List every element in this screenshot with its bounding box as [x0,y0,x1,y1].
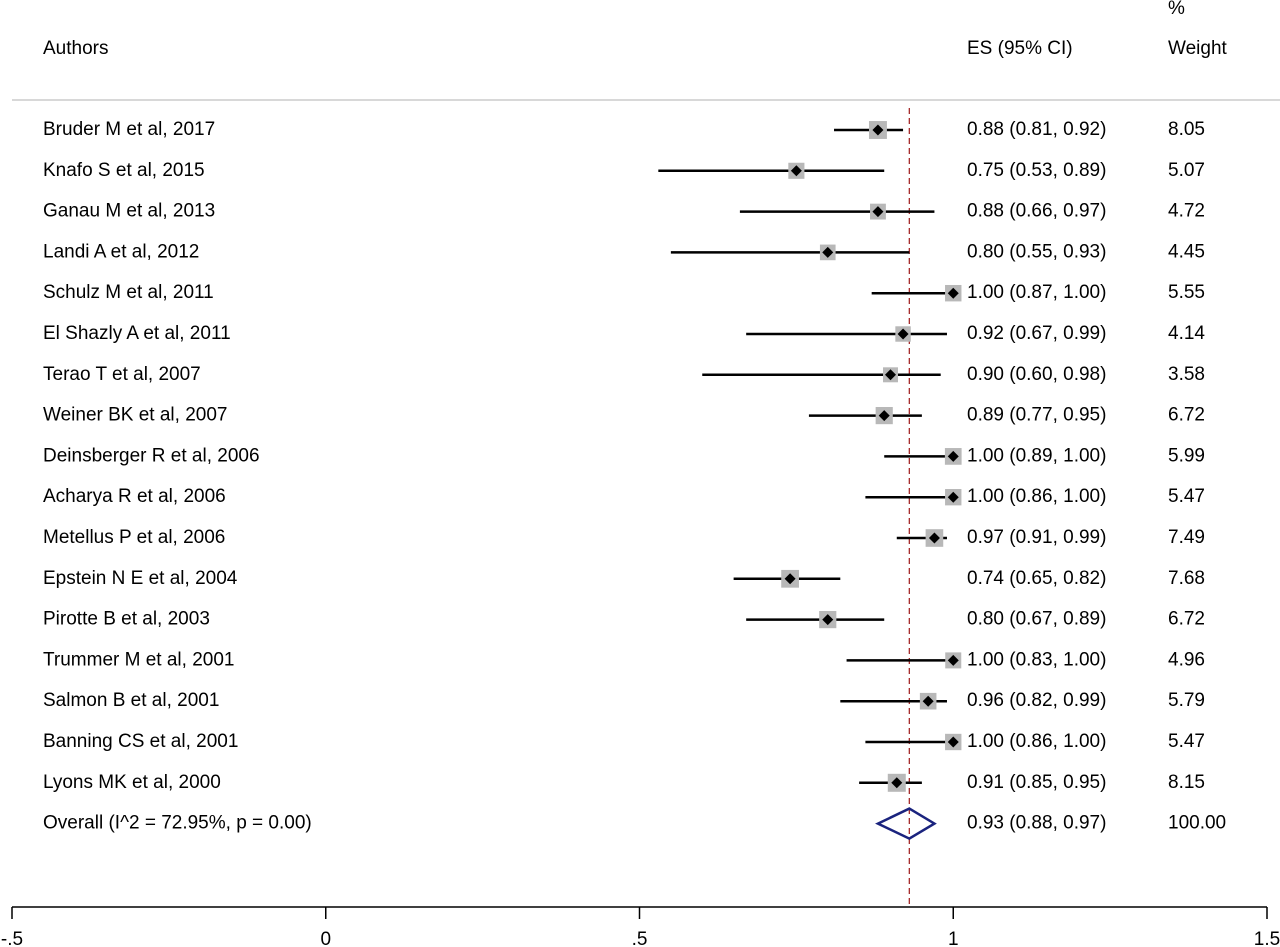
es-ci-value: 0.96 (0.82, 0.99) [967,690,1106,711]
study-label: Pirotte B et al, 2003 [43,609,210,630]
weight-value: 4.14 [1168,323,1205,344]
weight-value: 4.45 [1168,241,1205,262]
es-ci-value: 1.00 (0.89, 1.00) [967,445,1106,466]
es-ci-value: 0.88 (0.66, 0.97) [967,201,1106,222]
weight-value: 4.72 [1168,201,1205,222]
point-estimate [885,369,896,381]
es-ci-value: 0.91 (0.85, 0.95) [967,772,1106,793]
point-estimate [790,165,802,177]
point-estimate [822,614,834,626]
study-label: Weiner BK et al, 2007 [43,405,227,426]
weight-value: 7.49 [1168,527,1205,548]
es-ci-value: 0.75 (0.53, 0.89) [967,160,1106,181]
x-tick-label: 1.5 [1254,929,1280,947]
point-estimate [928,532,940,544]
point-estimate [947,287,959,299]
x-tick-label: 0 [320,929,331,947]
point-estimate [897,328,909,340]
point-estimate [947,450,959,462]
weight-value: 5.47 [1168,731,1205,752]
point-estimate [947,491,959,503]
weight-value: 4.96 [1168,649,1205,670]
study-label: Acharya R et al, 2006 [43,486,226,507]
study-label: El Shazly A et al, 2011 [43,323,231,344]
study-label: Schulz M et al, 2011 [43,282,214,303]
point-estimate [891,777,903,789]
weight-value: 6.72 [1168,609,1205,630]
weight-header: Weight [1168,38,1227,59]
es-ci-value: 0.74 (0.65, 0.82) [967,568,1106,589]
study-label: Salmon B et al, 2001 [43,690,219,711]
weight-value: 7.68 [1168,568,1205,589]
study-label: Lyons MK et al, 2000 [43,772,221,793]
es-ci-value: 1.00 (0.83, 1.00) [967,649,1106,670]
point-estimate [784,573,796,585]
study-label: Metellus P et al, 2006 [43,527,225,548]
es-ci-value: 1.00 (0.86, 1.00) [967,486,1106,507]
es-ci-value: 0.92 (0.67, 0.99) [967,323,1106,344]
study-label: Trummer M et al, 2001 [43,649,234,670]
es-ci-value: 0.97 (0.91, 0.99) [967,527,1106,548]
es-ci-value: 0.80 (0.67, 0.89) [967,609,1106,630]
x-tick-label: .5 [632,929,648,947]
weight-percent-header: % [1168,0,1185,19]
es-ci-value: 1.00 (0.87, 1.00) [967,282,1106,303]
x-tick-label: 1 [948,929,959,947]
weight-value: 5.79 [1168,690,1205,711]
weight-value: 5.47 [1168,486,1205,507]
point-estimate [878,410,890,422]
overall-weight-value: 100.00 [1168,813,1226,834]
study-label: Deinsberger R et al, 2006 [43,445,260,466]
es-ci-value: 0.88 (0.81, 0.92) [967,119,1106,140]
study-label: Bruder M et al, 2017 [43,119,215,140]
overall-diamond [875,807,937,841]
es-ci-value: 0.80 (0.55, 0.93) [967,241,1106,262]
study-label: Landi A et al, 2012 [43,241,199,262]
es-ci-value: 0.90 (0.60, 0.98) [967,364,1106,385]
point-estimate [922,695,934,707]
study-label: Banning CS et al, 2001 [43,731,238,752]
point-estimate [947,654,959,666]
point-estimate [947,736,959,748]
overall-label: Overall (I^2 = 72.95%, p = 0.00) [43,813,312,834]
point-estimate [872,206,884,218]
es-ci-value: 1.00 (0.86, 1.00) [967,731,1106,752]
point-estimate [872,124,884,136]
study-label: Knafo S et al, 2015 [43,160,205,181]
es-ci-header: ES (95% CI) [967,38,1073,59]
study-label: Epstein N E et al, 2004 [43,568,238,589]
weight-value: 8.05 [1168,119,1205,140]
weight-value: 5.55 [1168,282,1205,303]
study-label: Ganau M et al, 2013 [43,201,215,222]
point-estimate [822,246,834,258]
overall-es-ci-value: 0.93 (0.88, 0.97) [967,813,1106,834]
weight-value: 5.07 [1168,160,1205,181]
weight-value: 8.15 [1168,772,1205,793]
study-label: Terao T et al, 2007 [43,364,201,385]
es-ci-value: 0.89 (0.77, 0.95) [967,405,1106,426]
weight-value: 5.99 [1168,445,1205,466]
x-tick-label: -.5 [1,929,23,947]
authors-header: Authors [43,38,109,59]
weight-value: 6.72 [1168,405,1205,426]
weight-value: 3.58 [1168,364,1205,385]
